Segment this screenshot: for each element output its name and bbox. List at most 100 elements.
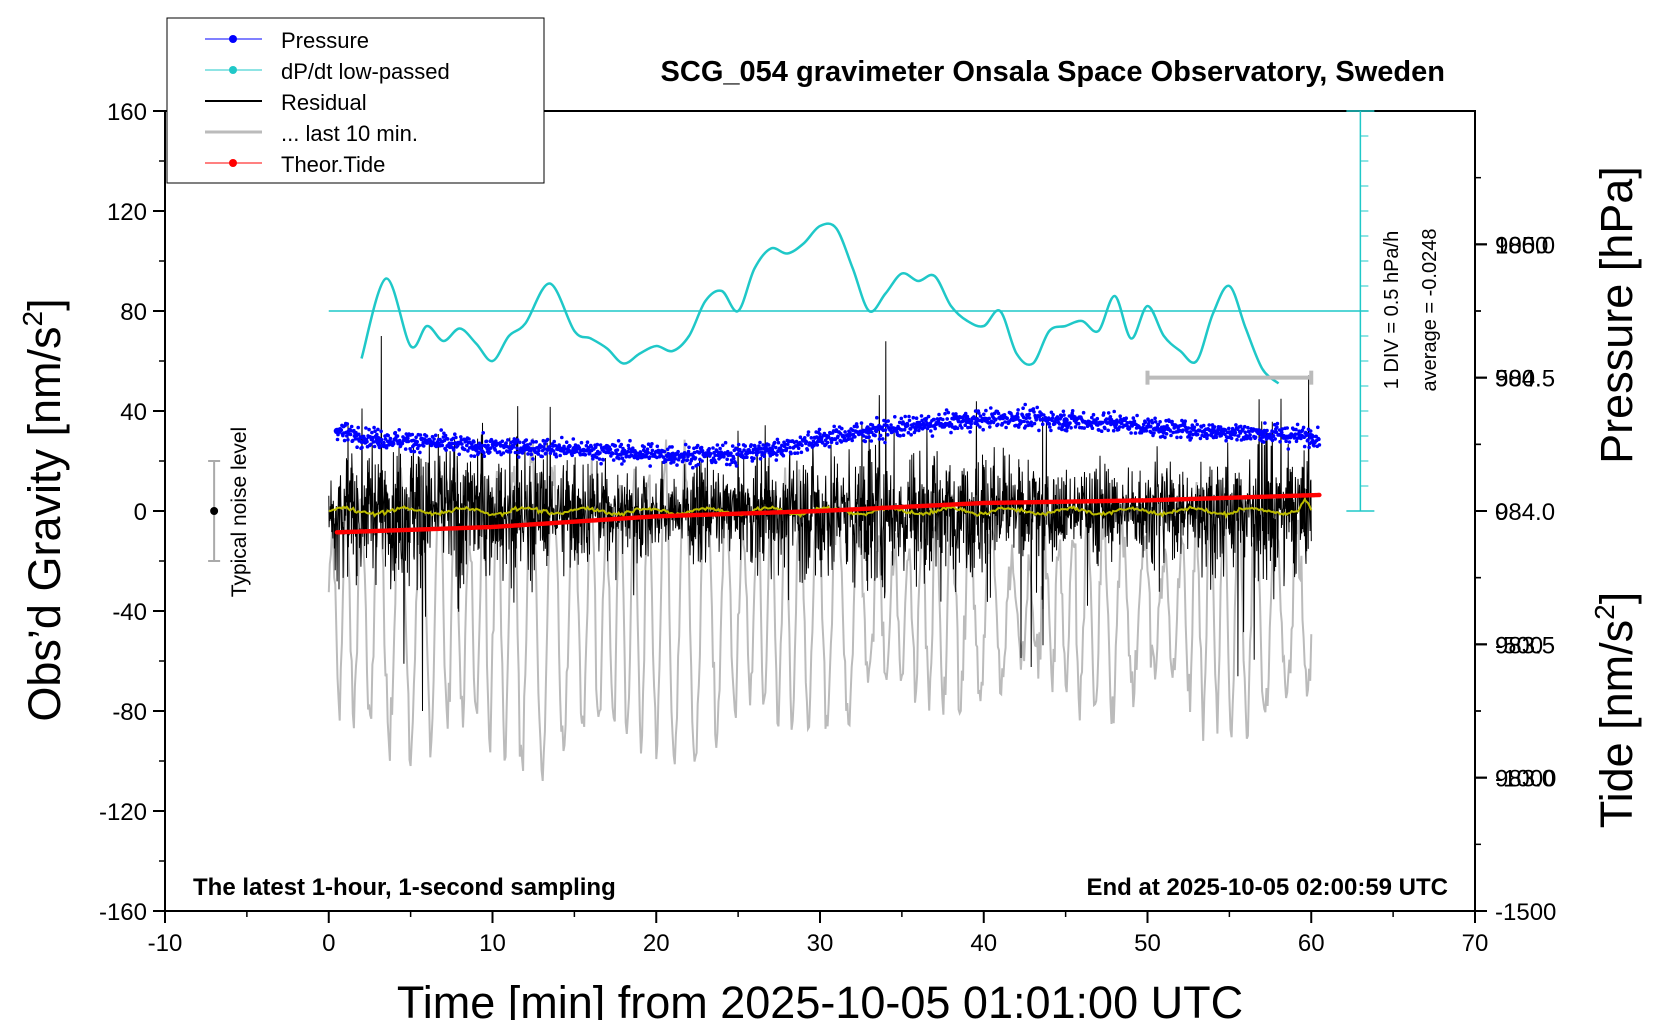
pressure-knot [964, 417, 971, 424]
pressure-point [619, 442, 624, 447]
pressure-point [357, 432, 361, 437]
pressure-point [1316, 425, 1320, 430]
pressure-point [393, 430, 398, 435]
pressure-point [536, 452, 541, 456]
left-axis-title-tail: ] [19, 298, 70, 311]
pressure-point [919, 414, 924, 418]
pressure-point [973, 409, 978, 413]
left-tick-label: -160 [99, 899, 147, 926]
tide-point [1317, 492, 1322, 498]
pressure-point [1270, 438, 1275, 443]
pressure-point [711, 446, 715, 450]
pressure-point [908, 427, 913, 431]
pressure-point [541, 438, 546, 443]
pressure-point [977, 411, 981, 415]
pressure-point [371, 440, 376, 444]
pressure-point [1112, 409, 1116, 414]
pressure-point [829, 440, 834, 445]
pressure-point [893, 415, 897, 419]
pressure-knot [522, 443, 529, 451]
pressure-point [1026, 423, 1031, 428]
tide-tick-label: 0 [1495, 499, 1508, 526]
pressure-point [685, 458, 690, 462]
pressure-point [1149, 430, 1154, 435]
pressure-point [815, 443, 820, 447]
chart-title: SCG_054 gravimeter Onsala Space Observat… [661, 56, 1445, 88]
pressure-point [929, 429, 933, 433]
pressure-point [873, 433, 877, 438]
pressure-point [1247, 429, 1251, 434]
pressure-point [960, 426, 964, 430]
pressure-point [850, 438, 854, 443]
pressure-point [1059, 415, 1064, 419]
pressure-point [443, 433, 448, 438]
pressure-point [1214, 435, 1219, 440]
pressure-point [406, 439, 411, 444]
pressure-point [1164, 432, 1169, 436]
pressure-point [751, 450, 755, 455]
pressure-point [863, 439, 868, 444]
pressure-point [969, 422, 973, 426]
pressure-point [988, 425, 992, 429]
pressure-point [1108, 415, 1113, 419]
pressure-point [1182, 422, 1187, 426]
pressure-point [531, 440, 536, 444]
pressure-point [1035, 405, 1039, 410]
pressure-point [1094, 420, 1098, 424]
pressure-point [1133, 431, 1138, 435]
pressure-point [1163, 435, 1167, 440]
pressure-point [1129, 431, 1133, 435]
pressure-point [395, 434, 400, 438]
pressure-point [1181, 428, 1185, 433]
pressure-point [1037, 428, 1041, 433]
pressure-point [734, 464, 739, 468]
pressure-tick-label: 984.5 [1495, 366, 1555, 393]
pressure-point [1233, 430, 1238, 435]
left-axis-title: Obs’d Gravity [nm/s2] [17, 298, 70, 721]
pressure-point [665, 447, 670, 452]
pressure-point [1149, 424, 1153, 429]
pressure-point [930, 434, 935, 438]
pressure-tick-label: 983.0 [1495, 766, 1555, 793]
pressure-point [848, 433, 853, 437]
pressure-point [907, 418, 912, 423]
pressure-point [367, 427, 371, 432]
pressure-point [482, 454, 487, 459]
pressure-point [805, 448, 810, 452]
tide-axis-title-tail: ] [1591, 592, 1642, 605]
pressure-point [397, 428, 402, 432]
pressure-point [568, 444, 572, 449]
pressure-point [972, 416, 977, 421]
pressure-point [1287, 440, 1292, 444]
pressure-point [369, 442, 373, 447]
pressure-point [410, 432, 415, 437]
pressure-point [754, 453, 759, 457]
pressure-point [598, 451, 602, 455]
pressure-point [1023, 402, 1027, 407]
pressure-point [462, 447, 467, 452]
legend-label-pressure: Pressure [281, 28, 369, 53]
pressure-point [772, 440, 777, 445]
pressure-point [963, 423, 967, 428]
pressure-point [1153, 416, 1157, 421]
pressure-point [1061, 409, 1066, 414]
pressure-axis-title: Pressure [hPa] [1591, 166, 1642, 464]
pressure-point [1235, 437, 1239, 442]
pressure-point [804, 440, 809, 444]
pressure-point [843, 430, 847, 434]
pressure-point [802, 436, 807, 440]
pressure-point [650, 442, 654, 446]
pressure-point [424, 434, 429, 438]
pressure-point [1034, 417, 1039, 421]
pressure-point [793, 451, 797, 456]
pressure-point [617, 456, 621, 461]
pressure-point [671, 460, 676, 464]
pressure-point [980, 419, 984, 424]
pressure-point [599, 461, 603, 466]
pressure-point [1127, 426, 1132, 431]
pressure-point [975, 423, 980, 427]
pressure-point [889, 423, 893, 427]
pressure-point [512, 445, 516, 449]
pressure-point [1004, 425, 1008, 430]
pressure-point [906, 423, 910, 428]
